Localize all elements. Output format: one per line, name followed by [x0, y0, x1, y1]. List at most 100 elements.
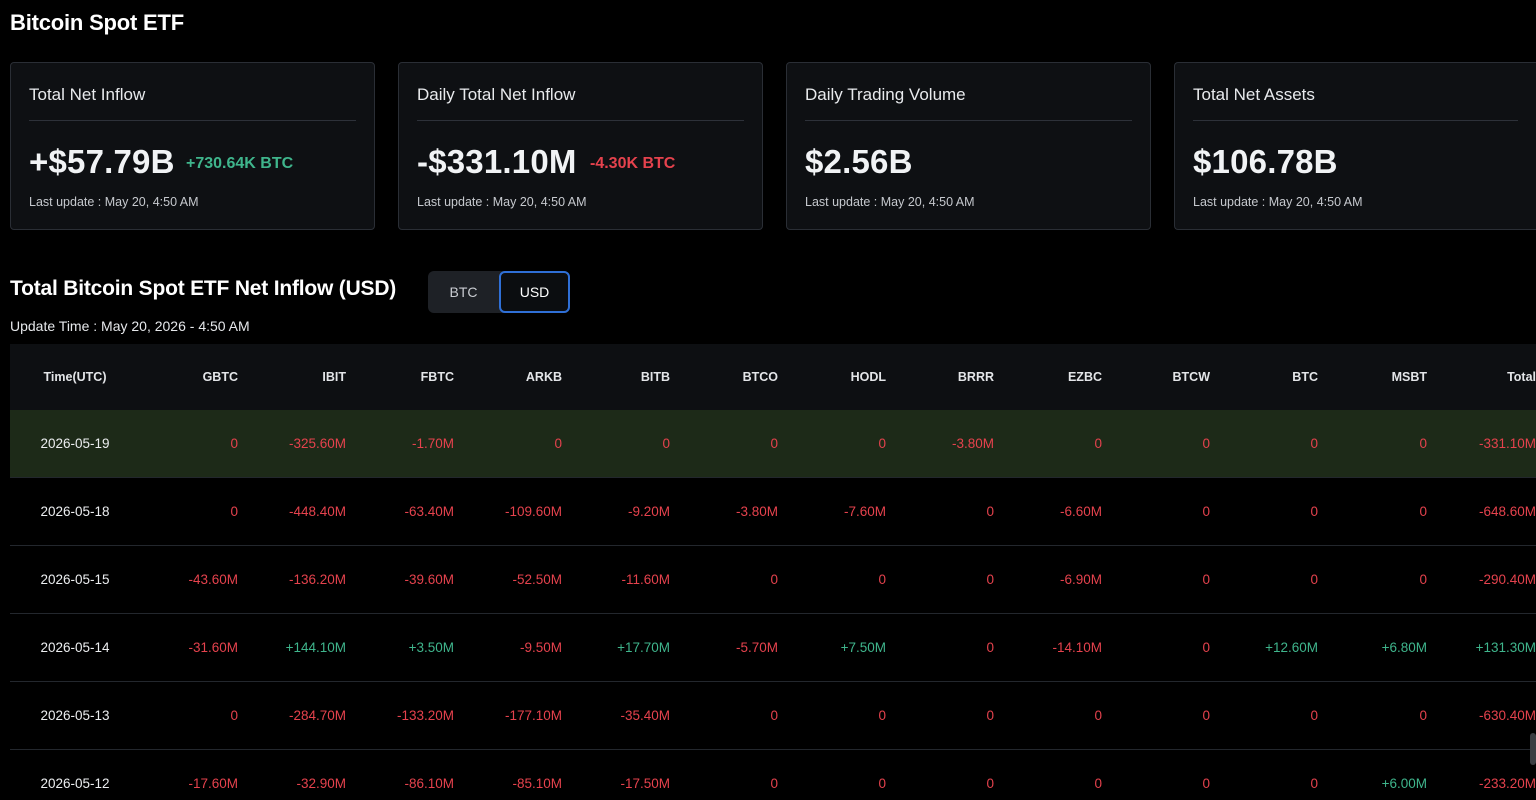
cell-btcw: 0 [1102, 545, 1210, 614]
cell-brrr: 0 [886, 681, 994, 750]
scrollbar-thumb[interactable] [1530, 733, 1536, 765]
cell-ibit: -284.70M [238, 681, 346, 750]
cell-fbtc: -63.40M [346, 477, 454, 546]
cell-btco: 0 [670, 681, 778, 750]
card-divider [1193, 120, 1518, 121]
cell-btco: -5.70M [670, 613, 778, 682]
card-label: Total Net Assets [1193, 85, 1315, 104]
cell-msbt: 0 [1318, 681, 1427, 750]
table-row: 2026-05-18 0 -448.40M -63.40M -109.60M -9.20M… [10, 477, 1536, 546]
cell-fbtc: +3.50M [346, 613, 454, 682]
cell-btc: 0 [1210, 545, 1318, 614]
column-header: ARKB [454, 344, 562, 410]
column-header: Time(UTC) [10, 344, 140, 410]
card-sub-value: +730.64K BTC [186, 155, 294, 172]
cell-ezbc: 0 [994, 681, 1102, 750]
column-header: BTCW [1102, 344, 1210, 410]
cell-btc: 0 [1210, 681, 1318, 750]
table-row: 2026-05-14 -31.60M +144.10M +3.50M -9.50M +17… [10, 613, 1536, 682]
cell-fbtc: -39.60M [346, 545, 454, 614]
row-date: 2026-05-18 [10, 477, 140, 546]
card-value: -$331.10M [417, 143, 577, 180]
cell-btc: 0 [1210, 410, 1318, 478]
column-header: BITB [562, 344, 670, 410]
cell-total: -331.10M [1427, 410, 1536, 478]
column-header: GBTC [140, 344, 238, 410]
cell-total: -233.20M [1427, 749, 1536, 800]
table-header-row: Time(UTC) GBTC IBIT FBTC ARKB BITB BTCO … [10, 344, 1536, 410]
column-header: EZBC [994, 344, 1102, 410]
cell-arkb: -109.60M [454, 477, 562, 546]
cell-arkb: -177.10M [454, 681, 562, 750]
cell-gbtc: -17.60M [140, 749, 238, 800]
section-title: Total Bitcoin Spot ETF Net Inflow (USD) [10, 277, 397, 300]
row-date: 2026-05-14 [10, 613, 140, 682]
card-label: Daily Trading Volume [805, 85, 966, 104]
cell-msbt: +6.80M [1318, 613, 1427, 682]
update-time: Update Time : May 20, 2026 - 4:50 AM [10, 318, 250, 334]
page-title: Bitcoin Spot ETF [10, 10, 185, 35]
cell-hodl: 0 [778, 749, 886, 800]
cell-hodl: +7.50M [778, 613, 886, 682]
cell-ezbc: 0 [994, 410, 1102, 478]
cell-fbtc: -133.20M [346, 681, 454, 750]
cell-ezbc: -6.60M [994, 477, 1102, 546]
cell-fbtc: -1.70M [346, 410, 454, 478]
cell-bitb: +17.70M [562, 613, 670, 682]
cell-brrr: 0 [886, 749, 994, 800]
toggle-usd-button[interactable]: USD [499, 271, 570, 313]
cell-brrr: 0 [886, 477, 994, 546]
cell-hodl: 0 [778, 410, 886, 478]
cell-ezbc: -6.90M [994, 545, 1102, 614]
cell-bitb: 0 [562, 410, 670, 478]
table-row: 2026-05-12 -17.60M -32.90M -86.10M -85.10M -1… [10, 749, 1536, 800]
cell-btco: 0 [670, 749, 778, 800]
toggle-btc-button[interactable]: BTC [449, 284, 478, 300]
cell-arkb: -9.50M [454, 613, 562, 682]
cell-gbtc: 0 [140, 410, 238, 478]
cell-fbtc: -86.10M [346, 749, 454, 800]
column-header: HODL [778, 344, 886, 410]
cell-btcw: 0 [1102, 681, 1210, 750]
cell-btc: 0 [1210, 477, 1318, 546]
cell-gbtc: 0 [140, 681, 238, 750]
card-label: Total Net Inflow [29, 85, 146, 104]
cell-btc: 0 [1210, 749, 1318, 800]
card-total-net-inflow: Total Net Inflow +$57.79B +730.64K BTC L… [10, 62, 375, 230]
cell-ibit: -448.40M [238, 477, 346, 546]
column-header: IBIT [238, 344, 346, 410]
card-last-update: Last update : May 20, 4:50 AM [1193, 195, 1363, 209]
column-header: MSBT [1318, 344, 1427, 410]
cell-btcw: 0 [1102, 613, 1210, 682]
row-date: 2026-05-12 [10, 749, 140, 800]
row-date: 2026-05-19 [10, 410, 140, 478]
card-divider [805, 120, 1132, 121]
cell-brrr: 0 [886, 545, 994, 614]
cell-hodl: -7.60M [778, 477, 886, 546]
cell-bitb: -9.20M [562, 477, 670, 546]
cell-total: -290.40M [1427, 545, 1536, 614]
cell-btc: +12.60M [1210, 613, 1318, 682]
table-row: 2026-05-19 0 -325.60M -1.70M 0 0 0 0 -3.80M 0 0 0 0-… [10, 410, 1536, 478]
cell-gbtc: 0 [140, 477, 238, 546]
card-value: $2.56B [805, 143, 913, 180]
cell-ezbc: -14.10M [994, 613, 1102, 682]
cell-total: -648.60M [1427, 477, 1536, 546]
card-label: Daily Total Net Inflow [417, 85, 576, 104]
cell-msbt: 0 [1318, 545, 1427, 614]
cell-brrr: -3.80M [886, 410, 994, 478]
cell-ibit: -32.90M [238, 749, 346, 800]
cell-btco: 0 [670, 410, 778, 478]
column-header: FBTC [346, 344, 454, 410]
cell-msbt: 0 [1318, 410, 1427, 478]
card-total-net-assets: Total Net Assets $106.78B Last update : … [1174, 62, 1536, 230]
card-value: +$57.79B [29, 143, 175, 180]
cell-gbtc: -43.60M [140, 545, 238, 614]
cell-arkb: -52.50M [454, 545, 562, 614]
table-row: 2026-05-13 0 -284.70M -133.20M -177.10M -35.4… [10, 681, 1536, 750]
card-divider [417, 120, 744, 121]
card-last-update: Last update : May 20, 4:50 AM [805, 195, 975, 209]
cell-btco: -3.80M [670, 477, 778, 546]
cell-ibit: +144.10M [238, 613, 346, 682]
